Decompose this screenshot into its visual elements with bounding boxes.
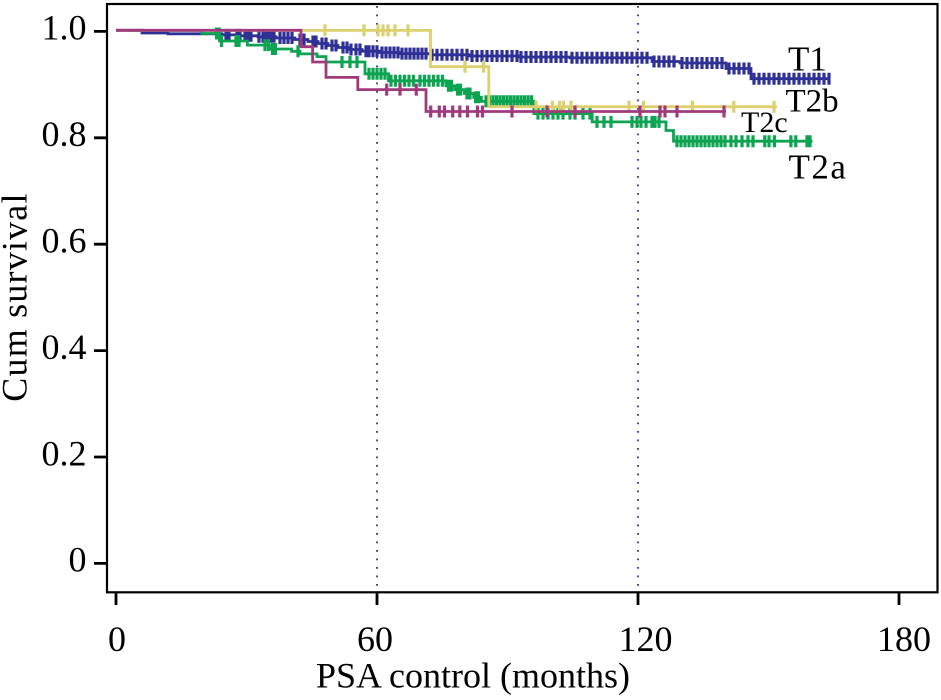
svg-text:PSA control (months): PSA control (months) bbox=[316, 656, 630, 696]
svg-text:1.0: 1.0 bbox=[42, 8, 87, 48]
svg-text:180: 180 bbox=[877, 619, 931, 659]
svg-text:0: 0 bbox=[108, 619, 126, 659]
svg-text:0.4: 0.4 bbox=[42, 327, 87, 367]
svg-text:60: 60 bbox=[357, 619, 393, 659]
svg-text:0: 0 bbox=[69, 540, 87, 580]
svg-text:120: 120 bbox=[619, 619, 673, 659]
svg-text:T1: T1 bbox=[788, 40, 827, 79]
svg-text:T2c: T2c bbox=[741, 106, 788, 139]
svg-text:T2b: T2b bbox=[786, 83, 839, 119]
svg-text:Cum survival: Cum survival bbox=[0, 192, 34, 401]
svg-text:0.6: 0.6 bbox=[42, 221, 87, 261]
svg-text:0.2: 0.2 bbox=[42, 433, 87, 473]
svg-text:0.8: 0.8 bbox=[42, 114, 87, 154]
svg-text:T2a: T2a bbox=[789, 148, 848, 187]
